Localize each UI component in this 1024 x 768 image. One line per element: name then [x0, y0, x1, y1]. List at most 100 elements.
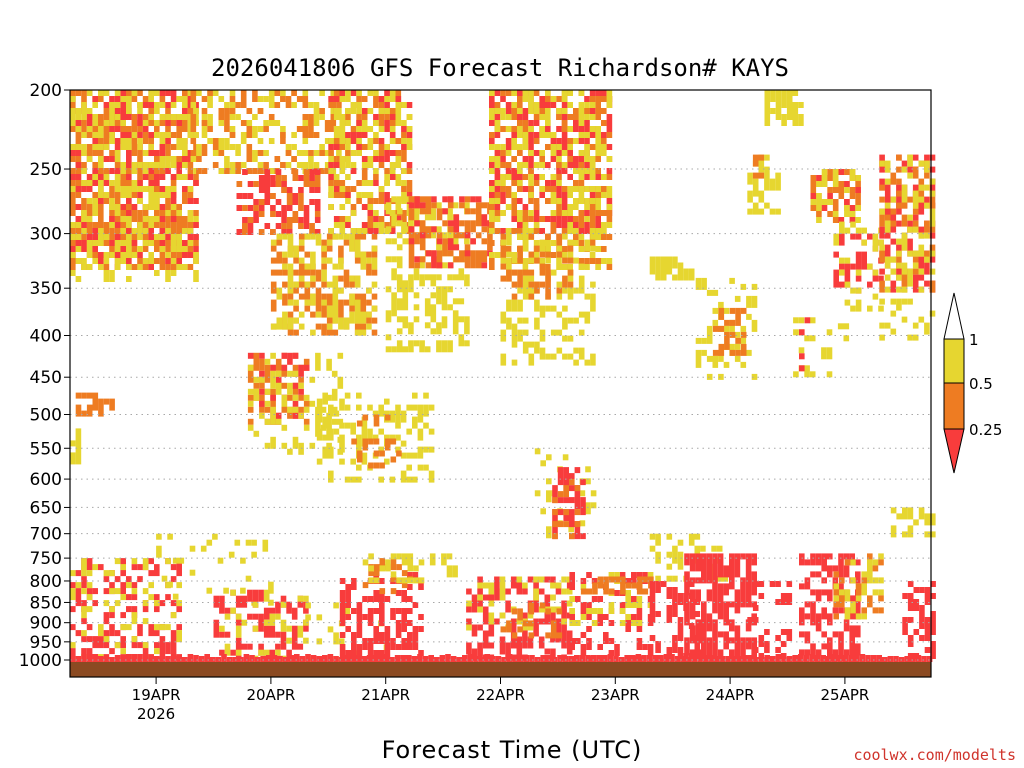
heatmap-cell-mid [563, 521, 569, 528]
heatmap-cell-high [589, 198, 596, 204]
heatmap-cell-high [396, 232, 403, 239]
heatmap-cell-high [584, 239, 591, 252]
heatmap-cell-mid [550, 222, 557, 234]
heatmap-cell-mid [281, 187, 287, 193]
heatmap-cell-low [706, 553, 713, 584]
heatmap-cell-high [890, 256, 897, 263]
heatmap-cell-high [579, 520, 586, 527]
heatmap-cell-low [907, 166, 913, 173]
heatmap-cell-high [511, 359, 518, 366]
heatmap-cell-low [327, 654, 334, 662]
heatmap-cell-mid [533, 180, 540, 186]
heatmap-cell-high [193, 168, 199, 174]
heatmap-cell-low [287, 352, 293, 365]
heatmap-cell-low [120, 656, 126, 662]
heatmap-cell-low [907, 635, 914, 647]
heatmap-cell-high [331, 418, 338, 425]
heatmap-cell-low [849, 217, 856, 223]
heatmap-cell-low [367, 638, 374, 662]
heatmap-cell-high [522, 329, 529, 336]
heatmap-cell-low [412, 626, 419, 650]
heatmap-cell-mid [511, 608, 518, 615]
heatmap-cell-low [567, 174, 573, 180]
heatmap-cell-high [137, 102, 143, 114]
heatmap-cell-low [471, 648, 478, 661]
heatmap-cell-high [522, 162, 529, 168]
heatmap-cell-high [522, 317, 529, 324]
heatmap-cell-low [919, 605, 925, 629]
heatmap-cell-high [292, 406, 299, 413]
heatmap-cell-high [287, 317, 294, 330]
heatmap-cell-low [924, 262, 930, 275]
heatmap-cell-low [70, 150, 76, 156]
heatmap-cell-low [322, 655, 328, 662]
heatmap-cell-mid [539, 602, 546, 609]
heatmap-cell-high [712, 355, 719, 368]
heatmap-cell-low [249, 655, 255, 662]
heatmap-cell-mid [252, 90, 258, 102]
heatmap-cell-high [81, 210, 87, 222]
heatmap-cell-high [366, 257, 372, 264]
heatmap-cell-high [447, 286, 453, 293]
heatmap-cell-high [584, 264, 590, 270]
heatmap-cell-low [533, 120, 540, 126]
heatmap-cell-high [890, 196, 897, 203]
heatmap-cell-low [799, 553, 805, 566]
heatmap-cell-low [137, 132, 143, 138]
heatmap-cell-mid [556, 174, 562, 180]
heatmap-cell-high [330, 90, 337, 96]
heatmap-cell-low [109, 96, 115, 102]
heatmap-cell-high [316, 398, 323, 423]
x-tick-label-23APR: 23APR [591, 686, 640, 704]
heatmap-cell-high [389, 90, 396, 102]
heatmap-cell-mid [872, 607, 879, 614]
heatmap-cell-high [366, 323, 372, 330]
heatmap-cell-high [367, 126, 374, 132]
heatmap-cell-high [561, 252, 568, 258]
heatmap-cell-low [86, 636, 93, 643]
legend-label-0-25: 0.25 [969, 421, 1002, 439]
heatmap-cell-high [159, 234, 166, 240]
heatmap-cell-high [855, 175, 861, 181]
heatmap-cell-high [287, 233, 294, 258]
heatmap-cell-mid [75, 392, 82, 399]
heatmap-cell-low [792, 655, 798, 662]
heatmap-cell-mid [356, 450, 363, 463]
heatmap-cell-mid [315, 323, 322, 330]
heatmap-cell-mid [573, 180, 579, 186]
heatmap-cell-mid [552, 509, 558, 516]
heatmap-cell-low [75, 656, 82, 662]
heatmap-cell-high [556, 263, 563, 270]
heatmap-cell-low [607, 654, 614, 662]
heatmap-cell-low [666, 587, 673, 599]
heatmap-cell-low [92, 588, 98, 595]
heatmap-cell-high [402, 226, 409, 233]
heatmap-cell-low [259, 352, 265, 359]
heatmap-cell-low [298, 388, 304, 395]
heatmap-cell-mid [838, 181, 845, 199]
heatmap-cell-low [418, 650, 424, 656]
heatmap-cell-high [326, 305, 333, 318]
heatmap-cell-high [489, 198, 495, 204]
heatmap-cell-high [419, 340, 425, 353]
heatmap-cell-mid [270, 299, 277, 312]
heatmap-cell-low [601, 132, 607, 138]
heatmap-cell-high [354, 329, 361, 336]
heatmap-cell-high [506, 251, 512, 258]
heatmap-cell-high [494, 198, 501, 204]
heatmap-cell-low [843, 565, 850, 578]
heatmap-cell-high [423, 392, 429, 399]
heatmap-cell-high [131, 612, 138, 625]
heatmap-cell-low [114, 234, 121, 240]
heatmap-cell-high [694, 533, 701, 540]
heatmap-cell-mid [884, 214, 891, 221]
heatmap-cell-mid [505, 90, 512, 96]
heatmap-cell-high [764, 154, 770, 161]
heatmap-cell-mid [246, 108, 253, 114]
heatmap-cell-mid [506, 620, 512, 633]
heatmap-cell-low [636, 572, 643, 578]
heatmap-cell-high [428, 446, 435, 453]
heatmap-cell-low [224, 631, 231, 638]
heatmap-cell-low [586, 572, 592, 578]
heatmap-cell-low [431, 226, 437, 233]
